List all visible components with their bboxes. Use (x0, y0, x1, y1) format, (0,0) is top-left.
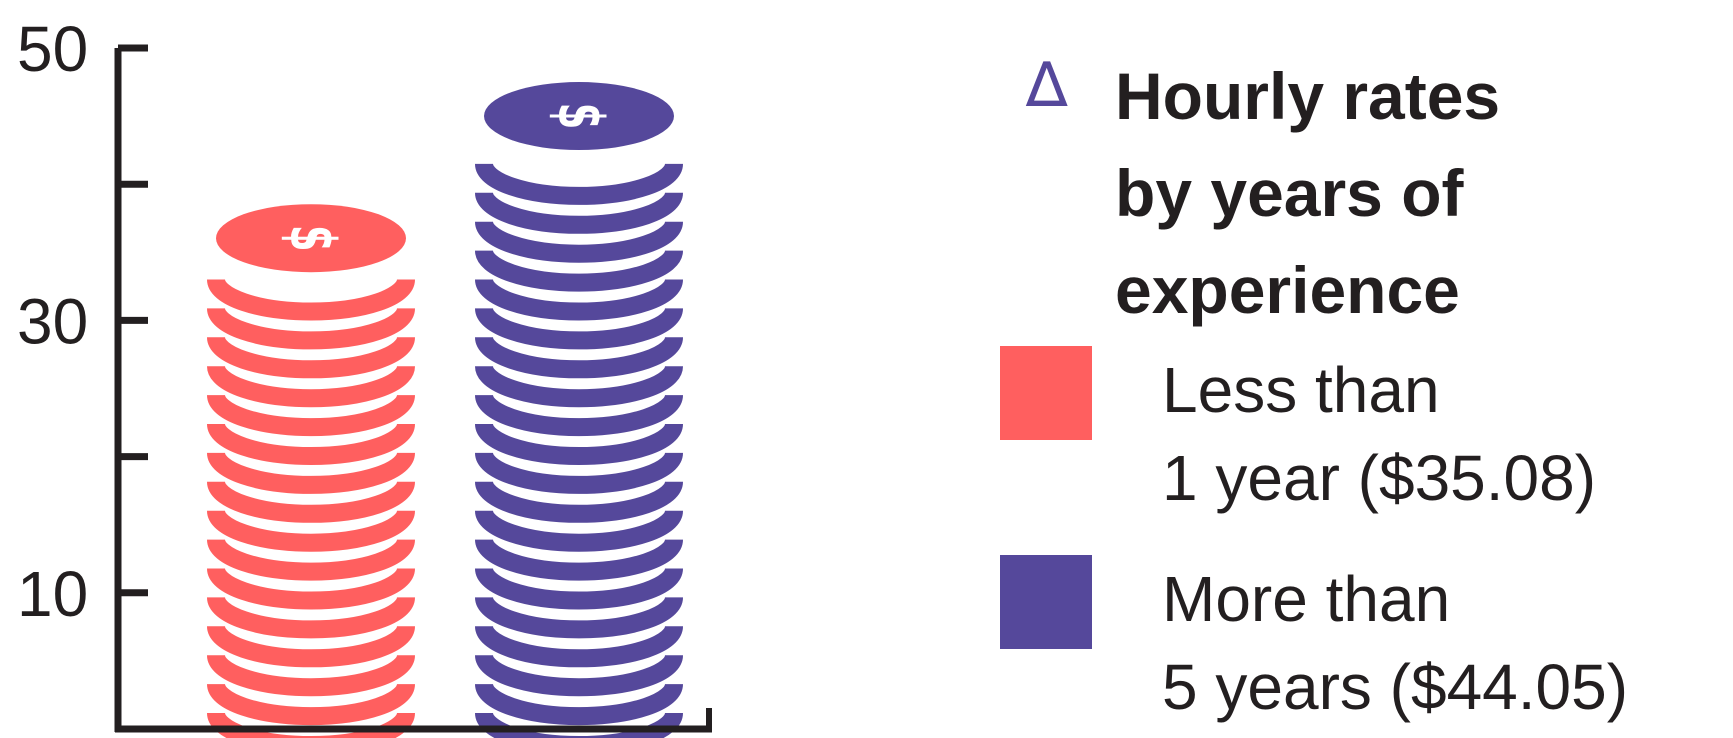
coin-rim (475, 162, 683, 205)
coin-rim (475, 625, 683, 668)
coin-stacks: $$ (207, 82, 683, 738)
legend-label: More than 5 years ($44.05) (1162, 555, 1628, 731)
y-tick-label: 10 (17, 558, 88, 630)
chart-title: Hourly rates by years of experience (1115, 48, 1635, 339)
coin-rim (207, 654, 415, 697)
coin-rim (475, 278, 683, 321)
coin-rim (207, 422, 415, 465)
coin-rim (207, 336, 415, 379)
coin-rim (475, 596, 683, 639)
legend-label-line: Less than (1162, 354, 1440, 426)
legend-item-less-than-1-year: Less than 1 year ($35.08) (1000, 346, 1730, 526)
coin-top (484, 82, 674, 151)
legend-label-line: More than (1162, 563, 1451, 635)
coin-rim (207, 451, 415, 494)
chart-title-line: by years of (1115, 156, 1464, 230)
coin-rim (475, 480, 683, 523)
coin-rim (475, 307, 683, 350)
coin-rim (207, 625, 415, 668)
legend-swatch-purple (1000, 555, 1092, 649)
legend-label-line: 1 year ($35.08) (1162, 442, 1597, 514)
coin-rim (207, 394, 415, 437)
coin-rim (475, 336, 683, 379)
coin-rim (207, 509, 415, 552)
delta-icon: ∆ (1026, 48, 1068, 121)
coin-rim (475, 538, 683, 581)
coin-rim (207, 365, 415, 408)
coin-rim (475, 422, 683, 465)
coin-rim (207, 596, 415, 639)
axes: 10 30 50 (17, 13, 712, 733)
legend: ∆ Hourly rates by years of experience Le… (1000, 40, 1730, 723)
coin-stack-bar: $ (475, 82, 683, 738)
legend-label: Less than 1 year ($35.08) (1162, 346, 1596, 522)
y-tick-label: 30 (17, 285, 88, 357)
legend-swatch-red (1000, 346, 1092, 440)
coin-rim (207, 683, 415, 726)
dollar-sign-icon: $ (543, 103, 615, 130)
coin-rim (207, 567, 415, 610)
coin-rim (475, 683, 683, 726)
coin-rim (475, 451, 683, 494)
coin-top (216, 204, 406, 273)
dollar-sign-icon: $ (275, 225, 347, 252)
chart-title-line: Hourly rates (1115, 59, 1501, 133)
coin-rim (475, 654, 683, 697)
legend-item-more-than-5-years: More than 5 years ($44.05) (1000, 555, 1730, 735)
coin-rim (475, 567, 683, 610)
legend-title-row: ∆ Hourly rates by years of experience (1000, 40, 1730, 340)
coin-rim (475, 509, 683, 552)
chart-title-line: experience (1115, 253, 1460, 327)
coin-rim (207, 278, 415, 321)
coin-rim (475, 220, 683, 263)
coin-rim (475, 365, 683, 408)
coin-rim (207, 538, 415, 581)
y-tick-label: 50 (17, 13, 88, 85)
coin-rim (475, 191, 683, 234)
coin-rim (207, 307, 415, 350)
coin-stack-bar: $ (207, 204, 415, 738)
coin-rim (475, 394, 683, 437)
coin-rim (475, 249, 683, 292)
coin-rim (207, 480, 415, 523)
legend-label-line: 5 years ($44.05) (1162, 651, 1629, 723)
